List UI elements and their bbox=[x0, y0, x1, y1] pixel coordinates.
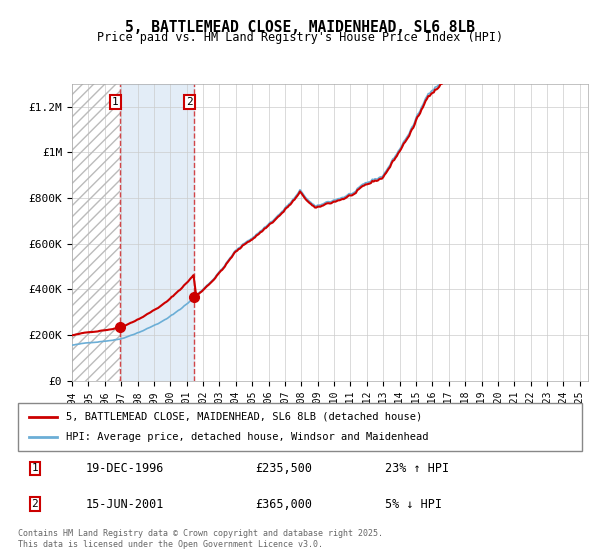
Bar bbox=[72, 84, 121, 381]
Text: Contains HM Land Registry data © Crown copyright and database right 2025.
This d: Contains HM Land Registry data © Crown c… bbox=[18, 529, 383, 549]
Text: 15-JUN-2001: 15-JUN-2001 bbox=[86, 497, 164, 511]
Text: HPI: Average price, detached house, Windsor and Maidenhead: HPI: Average price, detached house, Wind… bbox=[66, 432, 428, 442]
Text: 23% ↑ HPI: 23% ↑ HPI bbox=[385, 462, 449, 475]
Text: £235,500: £235,500 bbox=[255, 462, 312, 475]
Text: 1: 1 bbox=[112, 97, 119, 108]
Text: 2: 2 bbox=[186, 97, 193, 108]
Text: Price paid vs. HM Land Registry's House Price Index (HPI): Price paid vs. HM Land Registry's House … bbox=[97, 31, 503, 44]
Text: 5% ↓ HPI: 5% ↓ HPI bbox=[385, 497, 442, 511]
Text: 2: 2 bbox=[32, 499, 38, 509]
Text: 5, BATTLEMEAD CLOSE, MAIDENHEAD, SL6 8LB: 5, BATTLEMEAD CLOSE, MAIDENHEAD, SL6 8LB bbox=[125, 20, 475, 35]
Text: 1: 1 bbox=[32, 463, 38, 473]
Text: £365,000: £365,000 bbox=[255, 497, 312, 511]
Bar bbox=[72, 84, 121, 381]
Bar bbox=[121, 84, 194, 381]
FancyBboxPatch shape bbox=[18, 403, 582, 451]
Text: 5, BATTLEMEAD CLOSE, MAIDENHEAD, SL6 8LB (detached house): 5, BATTLEMEAD CLOSE, MAIDENHEAD, SL6 8LB… bbox=[66, 412, 422, 422]
Text: 19-DEC-1996: 19-DEC-1996 bbox=[86, 462, 164, 475]
